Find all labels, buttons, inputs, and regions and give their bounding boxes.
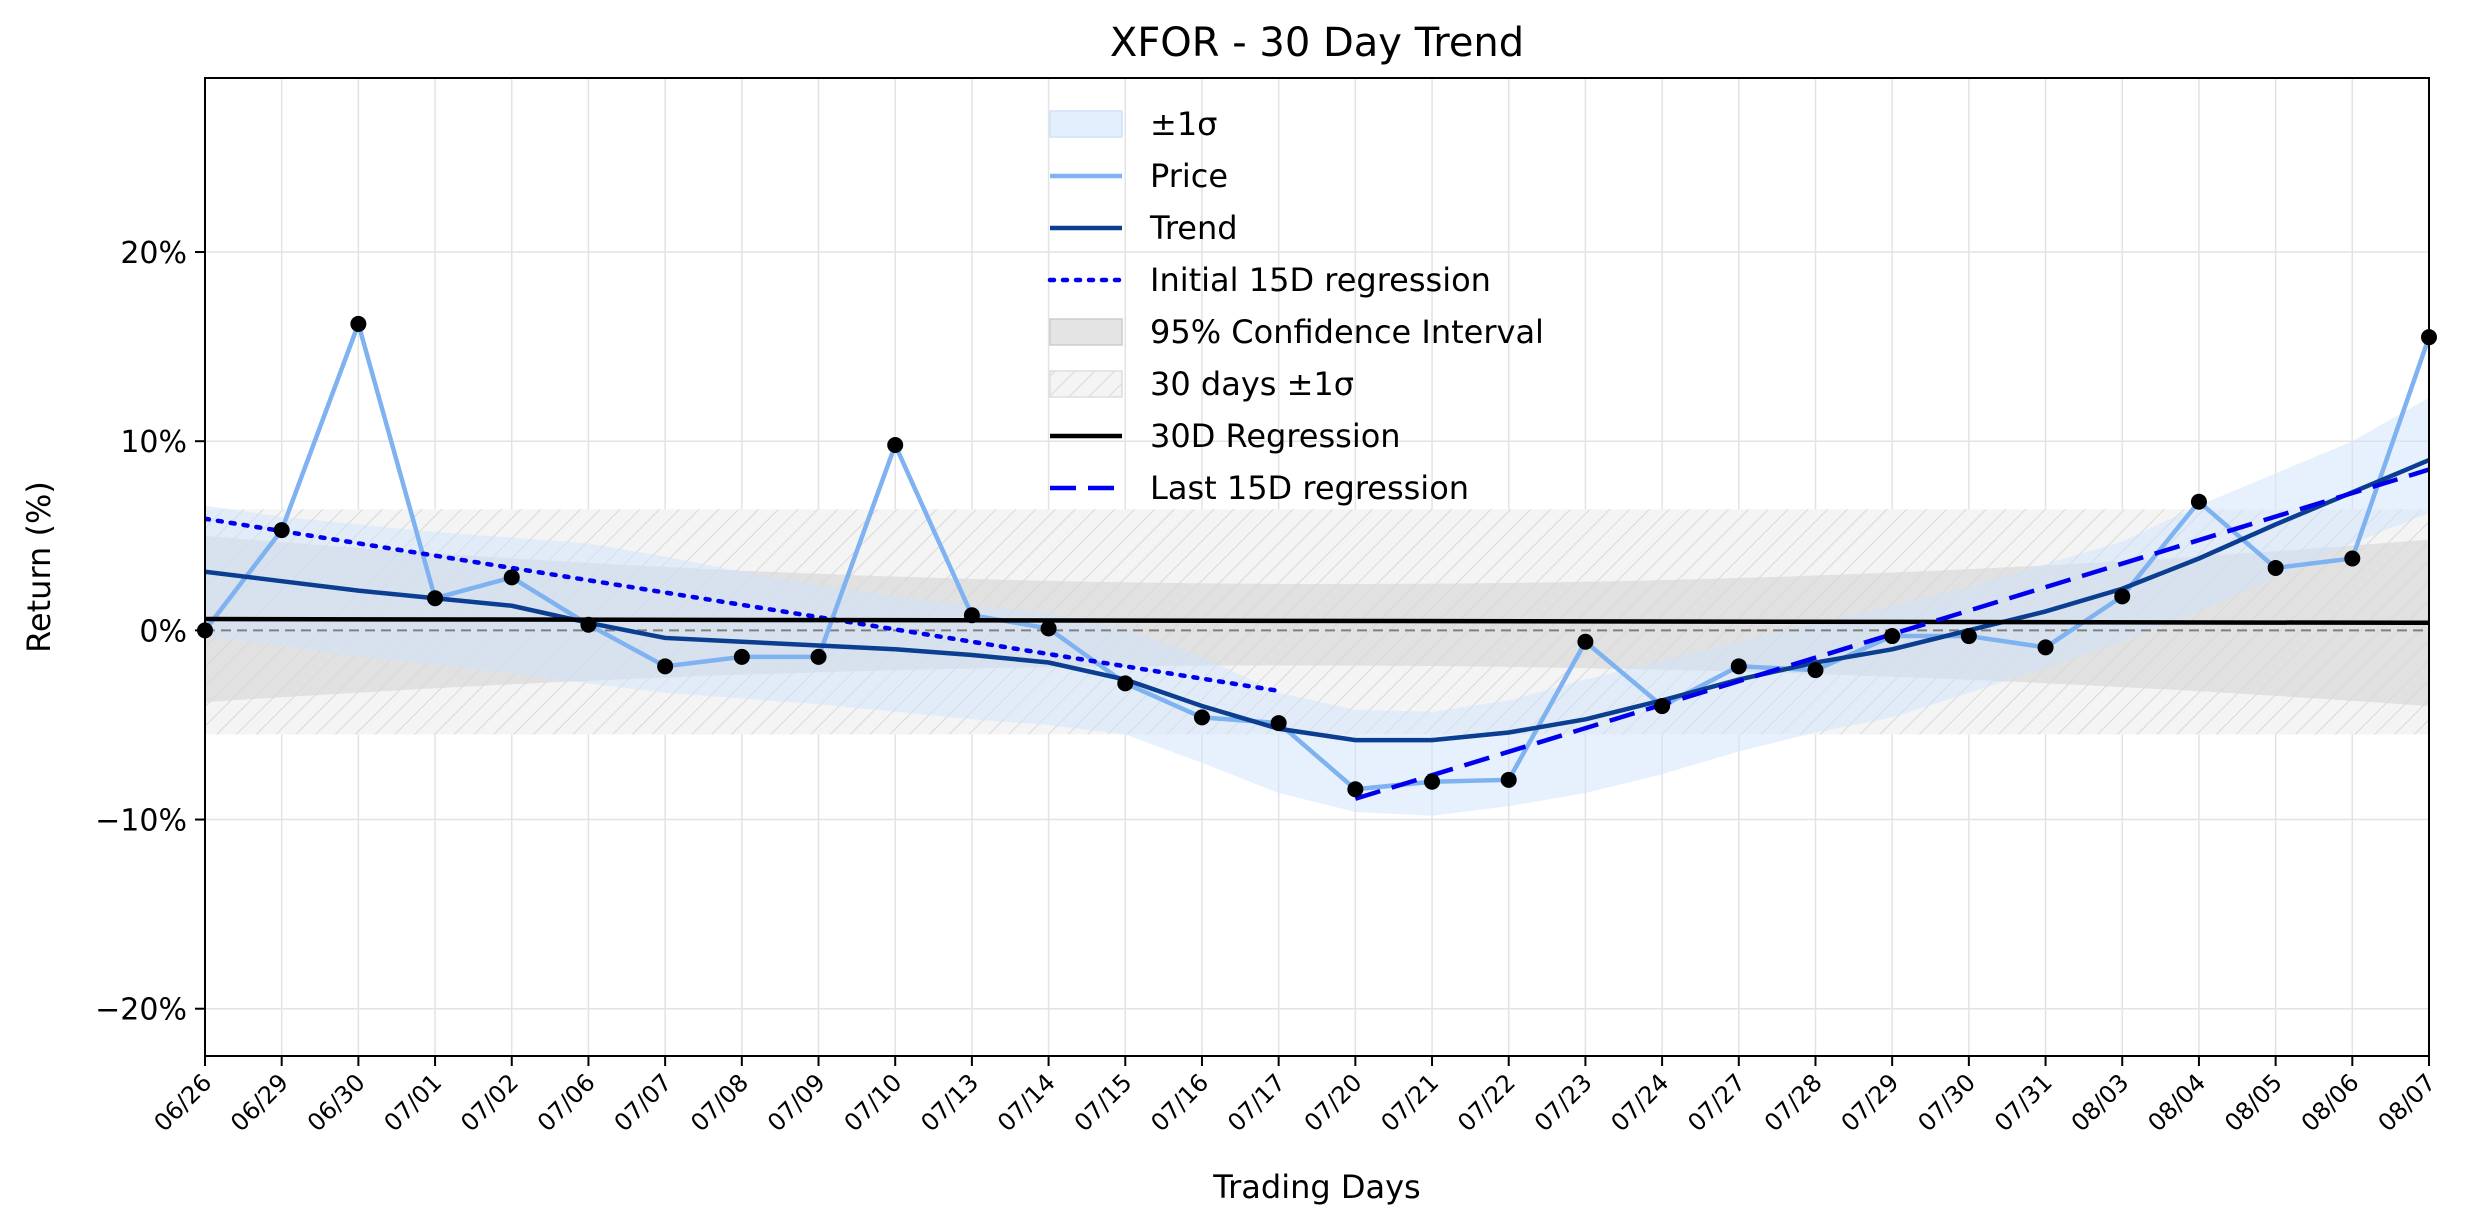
x-tick-label: 07/16 (1145, 1068, 1214, 1137)
legend-label: Price (1150, 157, 1228, 195)
x-tick-label: 06/26 (149, 1068, 218, 1137)
x-tick-label: 07/23 (1529, 1068, 1598, 1137)
price-point (427, 590, 444, 607)
x-tick-label: 08/05 (2219, 1068, 2288, 1137)
plot-frame (204, 77, 2430, 1057)
price-point (2190, 493, 2207, 510)
x-tick-label: 07/06 (532, 1068, 601, 1137)
y-tick-label: 0% (139, 614, 187, 649)
price-point (1807, 662, 1824, 679)
legend-label: ±1σ (1150, 105, 1217, 143)
x-tick-label: 07/07 (609, 1068, 678, 1137)
legend-item: Trend (1050, 209, 1238, 247)
price-point (1577, 633, 1594, 650)
x-tick-label: 07/01 (379, 1068, 448, 1137)
price-point (2037, 639, 2054, 656)
price-point (2114, 588, 2131, 605)
price-point (963, 607, 980, 624)
legend-item: Price (1050, 157, 1228, 195)
x-tick-label: 08/04 (2142, 1068, 2211, 1137)
x-tick-label: 08/03 (2066, 1068, 2135, 1137)
x-tick-label: 07/08 (685, 1068, 754, 1137)
x-tick-label: 06/30 (302, 1068, 371, 1137)
price-point (1193, 709, 1210, 726)
y-axis-ticks: −20% −10% 0% 10% 20% (95, 236, 205, 1028)
x-tick-label: 07/20 (1299, 1068, 1368, 1137)
y-tick-label: 20% (120, 236, 187, 271)
price-point (1117, 675, 1134, 692)
price-point (1040, 620, 1057, 637)
legend-swatch (1049, 110, 1123, 138)
price-point (273, 522, 290, 539)
price-point (1347, 781, 1364, 798)
legend-label: Initial 15D regression (1150, 261, 1491, 299)
legend-item: 30 days ±1σ (1049, 365, 1354, 403)
legend-item: ±1σ (1049, 105, 1217, 143)
x-axis-label: Trading Days (1212, 1168, 1420, 1206)
legend-label: Trend (1149, 209, 1238, 247)
x-tick-label: 07/21 (1376, 1068, 1445, 1137)
price-point (2344, 550, 2361, 567)
price-point (350, 315, 367, 332)
legend-label: 30 days ±1σ (1150, 365, 1354, 403)
x-tick-label: 08/06 (2296, 1068, 2365, 1137)
x-tick-label: 06/29 (225, 1068, 294, 1137)
price-point (887, 436, 904, 453)
x-tick-label: 07/09 (762, 1068, 831, 1137)
legend-swatch (1049, 370, 1123, 398)
chart-title: XFOR - 30 Day Trend (1110, 20, 1524, 66)
price-point (1500, 771, 1517, 788)
x-tick-label: 07/24 (1606, 1068, 1675, 1137)
x-tick-label: 07/15 (1069, 1068, 1138, 1137)
legend-item: 95% Confidence Interval (1049, 313, 1544, 351)
y-axis-label: Return (%) (20, 481, 58, 653)
bands (205, 397, 2429, 816)
y-tick-label: −10% (95, 804, 187, 839)
legend-swatch (1049, 318, 1123, 346)
x-tick-label: 07/31 (1989, 1068, 2058, 1137)
series-lines (205, 316, 2429, 801)
x-tick-label: 07/13 (915, 1068, 984, 1137)
x-tick-label: 07/22 (1452, 1068, 1521, 1137)
price-point (2267, 559, 2284, 576)
series-30d-regression (205, 616, 2429, 626)
price-point (1960, 628, 1977, 645)
x-axis-ticks: 06/26 06/29 06/30 07/01 07/02 07/06 07/07 07/08… (149, 1056, 2442, 1137)
legend-label: 95% Confidence Interval (1150, 313, 1544, 351)
legend-label: Last 15D regression (1150, 469, 1469, 507)
price-points (197, 315, 2437, 798)
price-point (1884, 628, 1901, 645)
price-point (503, 569, 520, 586)
legend-item: Last 15D regression (1050, 469, 1469, 507)
x-tick-label: 07/29 (1836, 1068, 1905, 1137)
price-point (657, 658, 674, 675)
y-tick-label: −20% (95, 993, 187, 1028)
x-tick-label: 07/28 (1759, 1068, 1828, 1137)
price-point (1730, 658, 1747, 675)
band-sigma (205, 397, 2429, 816)
legend-label: 30D Regression (1150, 417, 1401, 455)
price-point (1270, 715, 1287, 732)
price-point (580, 616, 597, 633)
legend-item: 30D Regression (1050, 417, 1401, 455)
x-tick-label: 07/10 (839, 1068, 908, 1137)
legend-item: Initial 15D regression (1047, 261, 1491, 299)
price-point (1654, 698, 1671, 715)
series-initial-15d-regression (205, 516, 1281, 694)
price-point (810, 648, 827, 665)
legend: ±1σ Price Trend Initial 15D regression 95% C… (1047, 105, 1544, 507)
x-tick-label: 07/30 (1912, 1068, 1981, 1137)
x-tick-label: 07/02 (455, 1068, 524, 1137)
y-tick-label: 10% (120, 425, 187, 460)
x-tick-label: 07/27 (1682, 1068, 1751, 1137)
series-last-15d-regression (1354, 467, 2429, 801)
x-tick-label: 08/07 (2373, 1068, 2442, 1137)
price-point (733, 648, 750, 665)
x-tick-label: 07/14 (992, 1068, 1061, 1137)
x-tick-label: 07/17 (1222, 1068, 1291, 1137)
series-price (205, 316, 2429, 792)
price-point (1424, 773, 1441, 790)
